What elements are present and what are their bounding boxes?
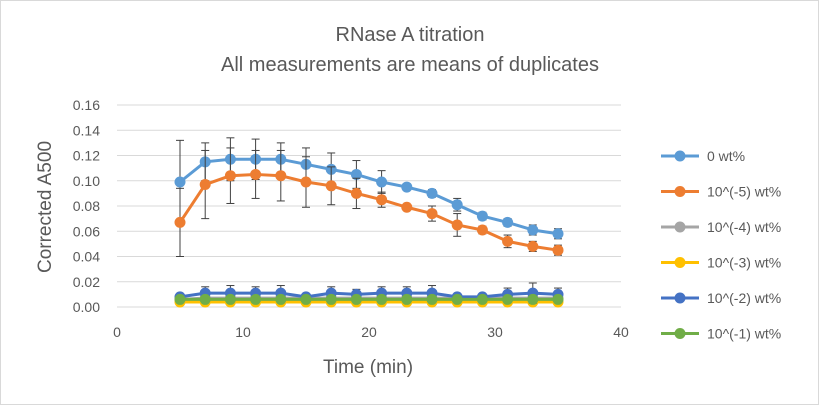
chart-subtitle: All measurements are means of duplicates	[221, 54, 599, 76]
series-line	[178, 157, 560, 236]
series-1	[174, 137, 564, 240]
legend-marker	[674, 150, 686, 162]
series-line	[178, 172, 560, 252]
data-point	[476, 210, 488, 222]
legend-marker	[674, 328, 686, 339]
data-point	[527, 293, 539, 305]
x-tick-label: 40	[613, 324, 629, 340]
legend: 0 wt% 10^(-5) wt% 10^(-4) wt% 10^(-3) wt% 10…	[661, 148, 781, 342]
legend-item: 10^(-2) wt%	[661, 290, 781, 306]
legend-label: 10^(-4) wt%	[707, 219, 781, 235]
data-point	[199, 293, 211, 305]
data-point	[451, 219, 463, 231]
legend-label: 10^(-2) wt%	[707, 290, 781, 306]
plot-area	[174, 137, 564, 308]
data-point	[350, 168, 362, 180]
data-point	[401, 293, 413, 305]
chart-title: RNase A titration	[336, 24, 485, 46]
data-point	[426, 187, 438, 199]
data-point	[426, 293, 438, 305]
data-point	[224, 293, 236, 305]
data-point	[199, 179, 211, 191]
data-point	[476, 224, 488, 236]
data-point	[174, 216, 186, 228]
x-tick-label: 10	[235, 324, 251, 340]
data-point	[401, 201, 413, 213]
data-point	[426, 208, 438, 220]
data-point	[300, 293, 312, 305]
legend-item: 10^(-4) wt%	[661, 219, 781, 235]
data-point	[451, 199, 463, 211]
legend-item: 10^(-1) wt%	[661, 326, 781, 342]
legend-marker	[674, 186, 686, 197]
x-axis-title: Time (min)	[323, 357, 413, 378]
legend-item: 10^(-5) wt%	[661, 184, 781, 200]
y-tick-label: 0.10	[73, 173, 100, 189]
legend-item: 10^(-3) wt%	[661, 255, 781, 271]
x-tick-label: 30	[487, 324, 503, 340]
data-point	[275, 170, 287, 182]
y-tick-label: 0.12	[73, 148, 100, 164]
x-tick-label: 0	[113, 324, 121, 340]
data-point	[250, 168, 262, 180]
data-point	[401, 181, 413, 193]
y-tick-label: 0.04	[73, 249, 100, 265]
series-line	[178, 291, 560, 299]
series-6	[174, 293, 564, 305]
legend-label: 10^(-5) wt%	[707, 184, 781, 200]
y-tick-label: 0.00	[73, 299, 100, 315]
data-point	[174, 176, 186, 188]
data-point	[552, 293, 564, 305]
axes: 0.00 0.02 0.04 0.06 0.08 0.10 0.12 0.14 0.16 0 10 2…	[73, 97, 629, 340]
data-point	[451, 293, 463, 305]
data-point	[250, 293, 262, 305]
data-point	[552, 244, 564, 256]
data-point	[325, 180, 337, 192]
y-tick-label: 0.14	[73, 122, 100, 138]
y-axis-title: Corrected A500	[35, 141, 56, 273]
x-tick-label: 20	[361, 324, 377, 340]
legend-label: 10^(-1) wt%	[707, 326, 781, 342]
data-point	[552, 228, 564, 240]
data-point	[376, 293, 388, 305]
legend-marker	[674, 257, 686, 268]
data-point	[502, 235, 514, 247]
data-point	[376, 176, 388, 188]
data-point	[350, 187, 362, 199]
data-point	[376, 194, 388, 206]
data-point	[174, 293, 186, 305]
gridlines	[117, 104, 621, 283]
data-point	[300, 176, 312, 188]
data-point	[224, 170, 236, 182]
y-tick-label: 0.08	[73, 198, 100, 214]
data-point	[275, 293, 287, 305]
data-point	[476, 293, 488, 305]
data-point	[502, 293, 514, 305]
y-tick-label: 0.06	[73, 223, 100, 239]
legend-item: 0 wt%	[661, 148, 745, 164]
legend-label: 0 wt%	[707, 148, 745, 164]
data-point	[325, 293, 337, 305]
legend-marker	[674, 221, 686, 233]
data-point	[350, 293, 362, 305]
legend-marker	[674, 292, 686, 304]
series-2	[174, 147, 564, 257]
data-point	[527, 240, 539, 252]
legend-label: 10^(-3) wt%	[707, 255, 781, 271]
y-tick-label: 0.16	[73, 97, 100, 113]
y-tick-label: 0.02	[73, 274, 100, 290]
data-point	[502, 216, 514, 228]
data-point	[527, 224, 539, 236]
